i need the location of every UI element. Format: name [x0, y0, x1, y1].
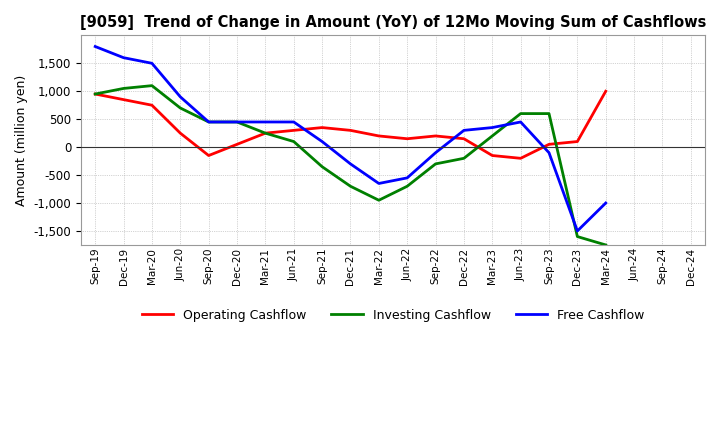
Operating Cashflow	[459, 136, 468, 141]
Investing Cashflow	[176, 105, 184, 110]
Line: Investing Cashflow: Investing Cashflow	[95, 86, 606, 245]
Investing Cashflow	[204, 119, 213, 125]
Free Cashflow	[374, 181, 383, 186]
Operating Cashflow	[233, 142, 241, 147]
Free Cashflow	[459, 128, 468, 133]
Operating Cashflow	[91, 92, 99, 97]
Operating Cashflow	[545, 142, 554, 147]
Operating Cashflow	[204, 153, 213, 158]
Investing Cashflow	[374, 198, 383, 203]
Free Cashflow	[204, 119, 213, 125]
Line: Operating Cashflow: Operating Cashflow	[95, 91, 606, 158]
Free Cashflow	[601, 200, 610, 205]
Operating Cashflow	[346, 128, 355, 133]
Operating Cashflow	[403, 136, 412, 141]
Free Cashflow	[545, 150, 554, 155]
Free Cashflow	[403, 175, 412, 180]
Investing Cashflow	[346, 183, 355, 189]
Operating Cashflow	[120, 97, 128, 102]
Free Cashflow	[261, 119, 270, 125]
Investing Cashflow	[601, 242, 610, 248]
Free Cashflow	[91, 44, 99, 49]
Investing Cashflow	[545, 111, 554, 116]
Free Cashflow	[289, 119, 298, 125]
Line: Free Cashflow: Free Cashflow	[95, 47, 606, 231]
Legend: Operating Cashflow, Investing Cashflow, Free Cashflow: Operating Cashflow, Investing Cashflow, …	[137, 304, 649, 327]
Free Cashflow	[431, 150, 440, 155]
Operating Cashflow	[516, 156, 525, 161]
Investing Cashflow	[261, 131, 270, 136]
Investing Cashflow	[91, 92, 99, 97]
Free Cashflow	[120, 55, 128, 60]
Investing Cashflow	[516, 111, 525, 116]
Operating Cashflow	[148, 103, 156, 108]
Title: [9059]  Trend of Change in Amount (YoY) of 12Mo Moving Sum of Cashflows: [9059] Trend of Change in Amount (YoY) o…	[80, 15, 706, 30]
Investing Cashflow	[459, 156, 468, 161]
Operating Cashflow	[573, 139, 582, 144]
Investing Cashflow	[233, 119, 241, 125]
Free Cashflow	[516, 119, 525, 125]
Operating Cashflow	[488, 153, 497, 158]
Free Cashflow	[346, 161, 355, 167]
Free Cashflow	[148, 61, 156, 66]
Operating Cashflow	[176, 131, 184, 136]
Investing Cashflow	[120, 86, 128, 91]
Investing Cashflow	[573, 234, 582, 239]
Free Cashflow	[176, 94, 184, 99]
Free Cashflow	[573, 228, 582, 234]
Operating Cashflow	[261, 131, 270, 136]
Free Cashflow	[233, 119, 241, 125]
Operating Cashflow	[374, 133, 383, 139]
Y-axis label: Amount (million yen): Amount (million yen)	[15, 74, 28, 206]
Investing Cashflow	[488, 133, 497, 139]
Operating Cashflow	[318, 125, 326, 130]
Investing Cashflow	[431, 161, 440, 167]
Operating Cashflow	[601, 88, 610, 94]
Investing Cashflow	[289, 139, 298, 144]
Investing Cashflow	[318, 164, 326, 169]
Investing Cashflow	[403, 183, 412, 189]
Free Cashflow	[488, 125, 497, 130]
Free Cashflow	[318, 139, 326, 144]
Investing Cashflow	[148, 83, 156, 88]
Operating Cashflow	[431, 133, 440, 139]
Operating Cashflow	[289, 128, 298, 133]
